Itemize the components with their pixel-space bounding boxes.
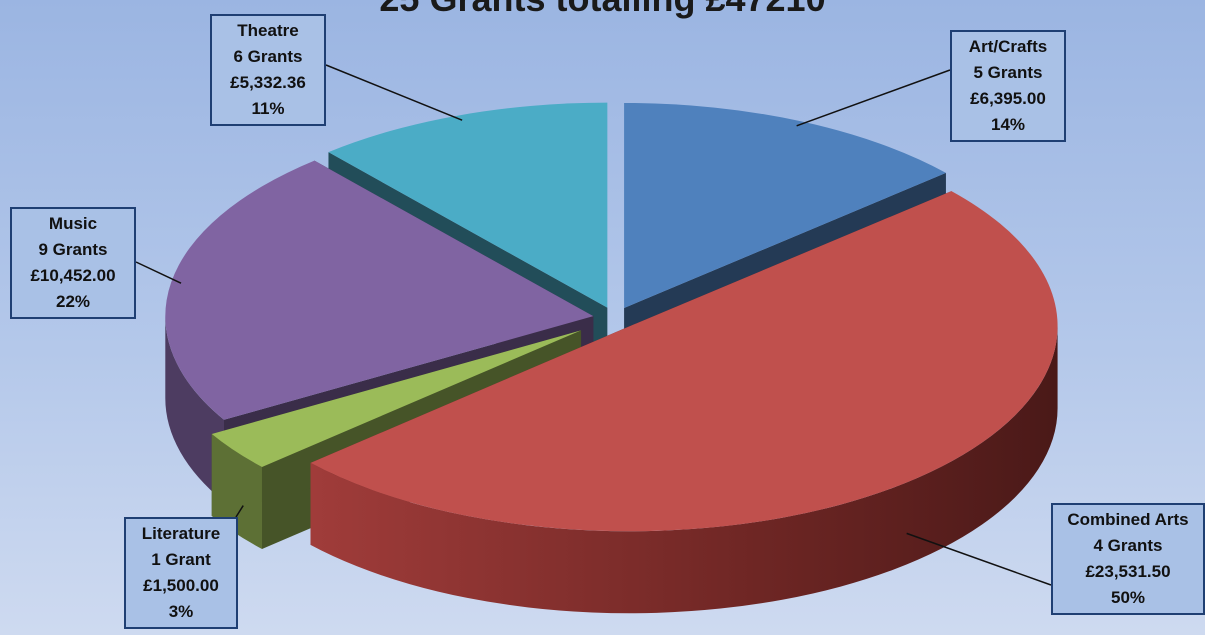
label-combined-arts-amount: £23,531.50 [1085, 562, 1171, 581]
label-art-crafts-grants: 5 Grants [973, 63, 1043, 82]
label-art-crafts-amount: £6,395.00 [970, 89, 1046, 108]
label-combined-arts-name: Combined Arts [1067, 510, 1189, 529]
label-combined-arts-percent: 50% [1110, 588, 1146, 607]
label-theatre-name: Theatre [237, 21, 299, 40]
label-art-crafts: Art/Crafts 5 Grants £6,395.00 14% [950, 30, 1066, 142]
slice-art-crafts [624, 102, 946, 308]
slice-theatre [328, 102, 608, 308]
label-literature-percent: 3% [168, 602, 194, 621]
label-combined-arts-grants: 4 Grants [1093, 536, 1163, 555]
label-literature-grants: 1 Grant [151, 550, 211, 569]
label-music-name: Music [48, 214, 98, 233]
slice-combined-arts-side [310, 326, 1058, 614]
slice-combined-arts [310, 191, 1058, 532]
label-literature-amount: £1,500.00 [143, 576, 219, 595]
leader-line-literature [235, 505, 244, 518]
leader-line-combined-arts [906, 532, 1052, 586]
label-literature-name: Literature [141, 524, 221, 543]
label-art-crafts-percent: 14% [990, 115, 1026, 134]
slice-literature-wall-1 [211, 330, 582, 516]
leader-line-art-crafts [796, 69, 951, 127]
label-literature: Literature 1 Grant £1,500.00 3% [124, 517, 238, 629]
slice-literature [211, 330, 582, 468]
label-theatre: Theatre 6 Grants £5,332.36 11% [210, 14, 326, 126]
leader-line-music [135, 261, 182, 284]
chart-title: 25 Grants totalling £47210 [0, 0, 1205, 20]
slice-music-side [165, 316, 224, 502]
label-combined-arts: Combined Arts 4 Grants £23,531.50 50% [1051, 503, 1205, 615]
label-theatre-amount: £5,332.36 [230, 73, 306, 92]
label-music: Music 9 Grants £10,452.00 22% [10, 207, 136, 319]
label-art-crafts-name: Art/Crafts [968, 37, 1048, 56]
leader-line-theatre [325, 64, 463, 121]
label-music-amount: £10,452.00 [30, 266, 116, 285]
label-music-percent: 22% [55, 292, 91, 311]
slice-music [165, 160, 594, 420]
label-music-grants: 9 Grants [38, 240, 108, 259]
label-theatre-grants: 6 Grants [233, 47, 303, 66]
label-theatre-percent: 11% [251, 99, 285, 118]
